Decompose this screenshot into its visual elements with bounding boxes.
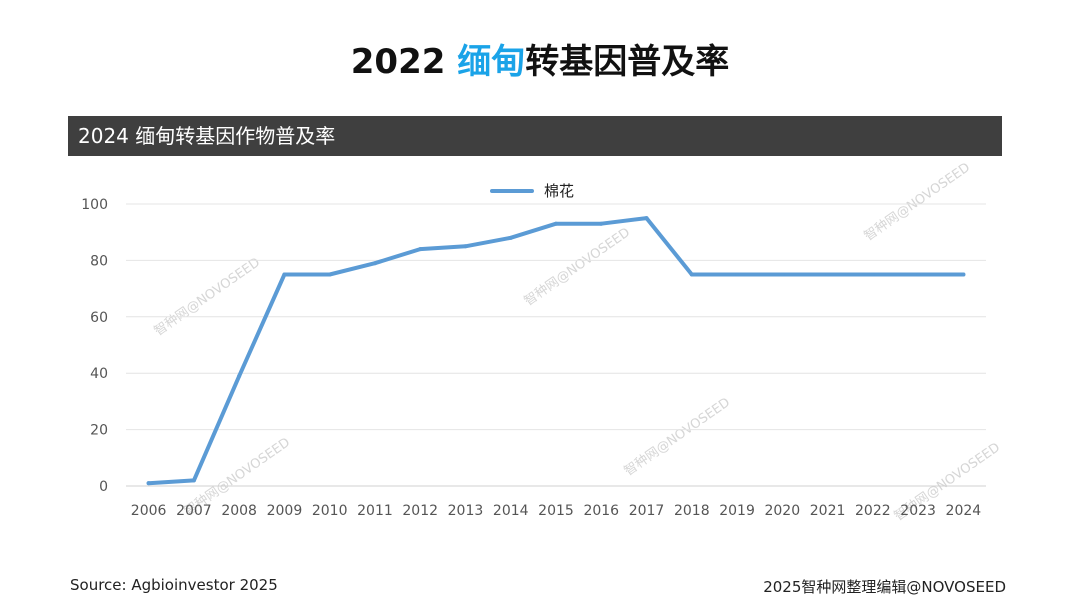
source-note: Source: Agbioinvestor 2025 [70, 576, 278, 594]
data-point [825, 272, 830, 277]
data-point [327, 272, 332, 277]
credit-note: 2025智种网整理编辑@NOVOSEED [763, 578, 1006, 596]
data-point [554, 221, 558, 226]
y-tick-label: 60 [90, 310, 108, 326]
watermark-text: 智种网@NOVOSEED [622, 395, 733, 479]
x-tick-label: 2019 [719, 503, 755, 519]
x-tick-label: 2013 [448, 503, 484, 519]
data-point [961, 272, 966, 277]
data-point [780, 272, 785, 277]
data-point [418, 247, 423, 252]
axes: 0 20 40 60 80 100 2006 2007 2008 2009 2010 2011 2012… [81, 197, 981, 519]
title-suffix: 转基因普及率 [525, 42, 730, 82]
y-tick-label: 0 [99, 479, 108, 495]
y-tick-label: 40 [90, 366, 108, 382]
x-tick-label: 2022 [855, 503, 891, 519]
x-tick-label: 2021 [810, 503, 846, 519]
title-prefix: 2022 [350, 42, 458, 82]
x-tick-label: 2010 [312, 503, 348, 519]
chart-banner: 2024 缅甸转基因作物普及率 [68, 116, 1002, 156]
legend-label: 棉花 [544, 182, 574, 200]
y-tick-label: 80 [90, 253, 108, 269]
data-point [644, 216, 649, 221]
line-chart: 智种网@NOVOSEED 智种网@NOVOSEED 智种网@NOVOSEED 智种网@… [81, 160, 1002, 524]
x-tick-label: 2023 [900, 503, 936, 519]
y-tick-label: 20 [90, 423, 108, 439]
legend: 棉花 [490, 182, 574, 200]
data-point [146, 481, 151, 486]
x-tick-label: 2008 [221, 503, 257, 519]
x-tick-label: 2009 [267, 503, 303, 519]
data-point [237, 374, 242, 379]
x-tick-label: 2014 [493, 503, 529, 519]
chart-banner-text: 2024 缅甸转基因作物普及率 [78, 124, 336, 148]
watermark-text: 智种网@NOVOSEED [862, 160, 973, 244]
x-tick-label: 2015 [538, 503, 574, 519]
x-tick-label: 2020 [764, 503, 800, 519]
x-tick-label: 2007 [176, 503, 212, 519]
x-tick-label: 2024 [946, 503, 982, 519]
data-point [599, 221, 604, 226]
data-point [372, 261, 377, 266]
watermark-layer: 智种网@NOVOSEED 智种网@NOVOSEED 智种网@NOVOSEED 智种网@… [152, 160, 1002, 524]
data-point [689, 272, 694, 277]
x-tick-label: 2016 [583, 503, 619, 519]
data-point [735, 272, 740, 277]
series-layer [146, 216, 966, 486]
x-tick-label: 2012 [402, 503, 438, 519]
page-title: 2022 缅甸转基因普及率 [0, 34, 1080, 83]
data-point [463, 244, 468, 249]
data-point [870, 272, 875, 277]
title-highlight: 缅甸 [457, 42, 526, 82]
data-point [191, 478, 196, 483]
data-point [916, 272, 921, 277]
gridlines [126, 203, 986, 487]
x-tick-label: 2017 [629, 503, 665, 519]
y-tick-label: 100 [81, 197, 108, 213]
watermark-text: 智种网@NOVOSEED [522, 225, 633, 309]
data-point [508, 235, 513, 240]
watermark-text: 智种网@NOVOSEED [152, 255, 263, 339]
x-tick-label: 2011 [357, 503, 393, 519]
data-point [282, 272, 287, 277]
x-tick-label: 2006 [131, 503, 167, 519]
x-tick-label: 2018 [674, 503, 710, 519]
